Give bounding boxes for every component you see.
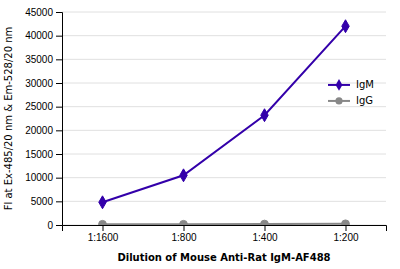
y-tick-label: 10000 — [25, 172, 53, 183]
y-tick-label: 45000 — [25, 7, 53, 18]
y-tick-mark — [56, 178, 62, 179]
x-tick-mark — [184, 225, 185, 231]
y-tick: 0 — [47, 220, 62, 231]
y-tick-mark — [56, 225, 62, 226]
y-tick-label: 15000 — [25, 149, 53, 160]
y-tick: 30000 — [25, 78, 62, 89]
x-tick: 1:800 — [171, 225, 196, 243]
marker — [180, 220, 188, 225]
y-tick-mark — [56, 12, 62, 13]
marker — [180, 169, 187, 182]
x-tick-mark — [103, 225, 104, 231]
marks — [99, 20, 350, 225]
y-tick-label: 20000 — [25, 125, 53, 136]
x-axis: 1:1600 1:800 1:400 1:200 — [63, 225, 387, 243]
x-tick-label: 1:800 — [171, 232, 196, 243]
y-tick: 5000 — [31, 196, 62, 207]
plot: 1:1600 1:800 1:400 1:200 0 5000 10000 15000 2000… — [25, 7, 386, 243]
grid-line — [62, 201, 386, 202]
x-tick: 1:1600 — [88, 225, 119, 243]
marker — [342, 20, 349, 33]
y-axis: 0 5000 10000 15000 20000 25000 30000 35000 40000… — [25, 7, 62, 231]
y-tick: 35000 — [25, 54, 62, 65]
x-axis-title: Dilution of Mouse Anti-Rat IgM-AF488 — [117, 252, 330, 263]
legend-item: IgM — [328, 79, 374, 91]
y-tick: 40000 — [25, 30, 62, 41]
grid-line — [62, 177, 386, 178]
x-tick-label: 1:1600 — [88, 232, 119, 243]
x-tick-label: 1:400 — [252, 232, 277, 243]
legend-label: IgG — [356, 95, 373, 106]
series-line — [103, 26, 346, 202]
chart: 1:1600 1:800 1:400 1:200 0 5000 10000 15000 2000… — [0, 0, 400, 269]
legend-item: IgG — [328, 95, 373, 106]
legend: IgM IgG — [328, 79, 374, 106]
y-tick-mark — [56, 154, 62, 155]
x-tick-label: 1:200 — [333, 232, 358, 243]
grid-line — [62, 59, 386, 60]
y-axis-title: Fl at Ex-485/20 nm & Em-528/20 nm — [3, 27, 14, 210]
legend-marker — [335, 97, 342, 104]
grid-line — [62, 154, 386, 155]
y-tick-mark — [56, 59, 62, 60]
y-tick-mark — [56, 83, 62, 84]
grid-line — [62, 130, 386, 131]
marker — [261, 220, 269, 225]
marker — [99, 220, 107, 225]
x-axis-line — [63, 226, 387, 232]
y-tick-mark — [56, 130, 62, 131]
legend-label: IgM — [356, 79, 374, 90]
legend-marker — [336, 79, 343, 91]
y-tick: 15000 — [25, 149, 62, 160]
y-tick-label: 40000 — [25, 30, 53, 41]
y-axis-line — [56, 13, 63, 226]
y-tick-label: 25000 — [25, 101, 53, 112]
y-tick-mark — [56, 107, 62, 108]
marker — [342, 220, 350, 225]
y-tick: 20000 — [25, 125, 62, 136]
y-tick: 10000 — [25, 172, 62, 183]
marker — [99, 196, 106, 209]
y-tick-label: 35000 — [25, 54, 53, 65]
y-tick-mark — [56, 201, 62, 202]
y-tick-label: 0 — [47, 220, 53, 231]
y-tick-label: 5000 — [31, 196, 54, 207]
marker — [261, 109, 268, 122]
grid-line — [62, 12, 386, 13]
y-tick-label: 30000 — [25, 78, 53, 89]
grid-line — [62, 106, 386, 107]
y-tick: 25000 — [25, 101, 62, 112]
x-tick-mark — [346, 225, 347, 231]
x-tick: 1:400 — [252, 225, 277, 243]
x-tick-mark — [265, 225, 266, 231]
x-tick: 1:200 — [333, 225, 358, 243]
y-tick: 45000 — [25, 7, 62, 18]
y-tick-mark — [56, 36, 62, 37]
series-line — [103, 223, 346, 225]
grid — [62, 12, 386, 225]
